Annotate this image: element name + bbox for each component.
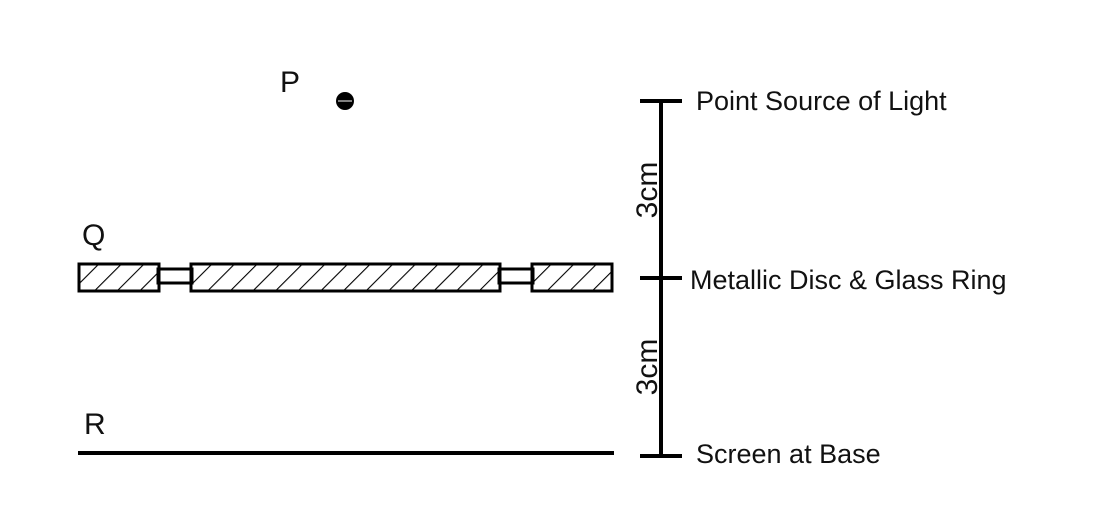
dimension-scale: 3cm 3cm [631, 99, 682, 458]
label-q: Q [82, 219, 105, 252]
glass-ring-segment-left [156, 267, 194, 285]
glass-ring-segment-right [497, 267, 535, 285]
annotation-source: Point Source of Light [696, 86, 947, 116]
annotation-disc: Metallic Disc & Glass Ring [690, 265, 1007, 295]
metallic-disc-and-glass-ring [77, 262, 614, 293]
dimension-upper: 3cm [631, 162, 664, 219]
annotation-screen: Screen at Base [696, 439, 881, 469]
label-p: P [280, 66, 300, 99]
dimension-lower: 3cm [631, 339, 664, 396]
metallic-disc [189, 262, 502, 293]
outer-ring-right [530, 262, 614, 293]
label-r: R [84, 408, 106, 441]
outer-ring-left [77, 262, 161, 293]
